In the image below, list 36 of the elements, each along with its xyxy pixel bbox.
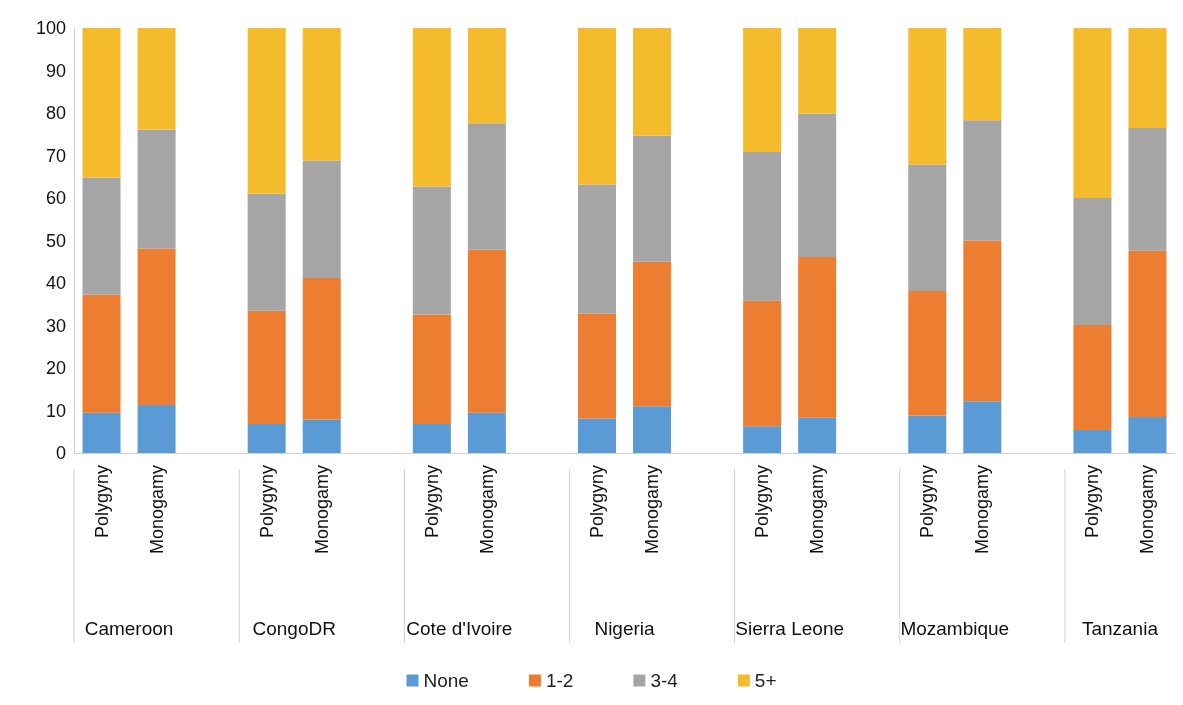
y-tick-label: 0 — [55, 443, 66, 463]
legend-label: None — [423, 670, 469, 691]
x-tick-label: Monogamy — [807, 465, 828, 555]
x-tick-label: Monogamy — [1137, 465, 1158, 555]
x-tick-label: Polygyny — [1082, 465, 1103, 539]
x-tick-label: Monogamy — [642, 465, 663, 555]
y-tick-label: 20 — [45, 358, 66, 378]
y-tick-label: 40 — [45, 273, 66, 293]
y-tick-label: 30 — [45, 315, 66, 336]
x-tick-label: Monogamy — [972, 465, 993, 555]
x-tick-label: Monogamy — [146, 465, 167, 555]
text: CongoDR — [252, 617, 336, 639]
text: Cote d'Ivoire — [406, 617, 513, 639]
text: Nigeria — [594, 617, 656, 639]
y-tick-label: 80 — [45, 103, 66, 123]
legend-label: 5+ — [754, 670, 777, 691]
y-tick-label: 60 — [45, 188, 66, 208]
y-tick-label: 70 — [45, 145, 66, 166]
text: Cameroon — [84, 617, 174, 639]
text: Tanzania — [1081, 617, 1159, 639]
text: Mozambique — [900, 617, 1010, 639]
y-tick-label: 10 — [45, 400, 66, 421]
x-tick-label: Polygyny — [752, 465, 773, 539]
x-tick-label: Polygyny — [91, 465, 112, 539]
x-tick-label: Polygyny — [917, 465, 938, 539]
x-tick-label: Polygyny — [256, 465, 277, 539]
x-tick-label: Monogamy — [311, 465, 332, 555]
x-tick-label: Polygyny — [421, 465, 442, 539]
x-tick-label: Polygyny — [586, 465, 607, 539]
legend-label: 3-4 — [650, 670, 679, 691]
y-tick-label: 50 — [45, 230, 66, 251]
y-tick-label: 90 — [45, 60, 66, 81]
text: Sierra Leone — [735, 617, 845, 639]
legend-label: 1-2 — [545, 670, 574, 691]
x-tick-label: Monogamy — [476, 465, 497, 555]
y-tick-label: 100 — [35, 18, 66, 38]
